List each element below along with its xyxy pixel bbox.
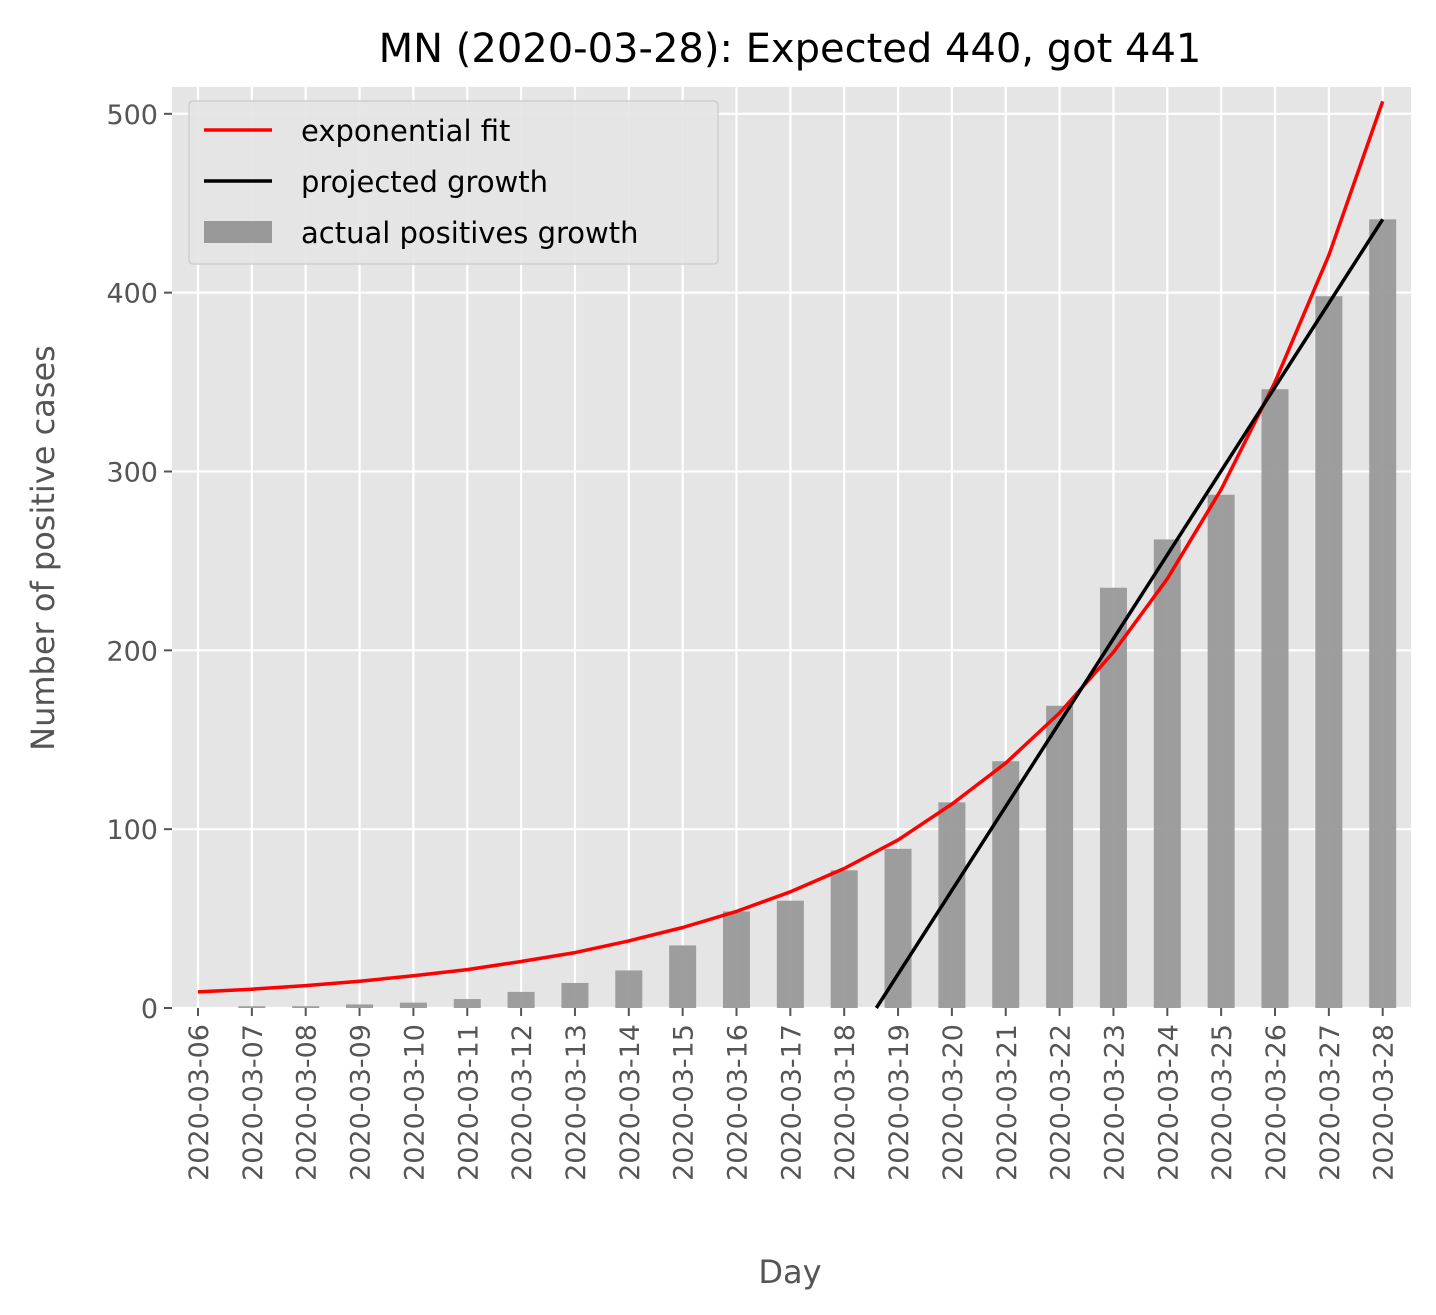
bar-actual-positives [884,848,912,1008]
y-tick-label: 400 [106,279,158,310]
x-axis-title: Day [758,1253,821,1291]
y-tick-label: 100 [106,815,158,846]
bar-actual-positives [292,1006,320,1008]
line-projected-growth [874,218,1385,1009]
bar-actual-positives [346,1004,374,1008]
x-tick-label: 2020-03-20 [938,1024,969,1181]
y-tick-label: 0 [141,994,158,1025]
bar-actual-positives [723,911,750,1008]
bar-actual-positives [992,761,1020,1008]
y-tick-label: 300 [106,457,158,488]
x-tick-label: 2020-03-19 [884,1024,915,1181]
bar-actual-positives [615,970,643,1008]
bar-actual-positives [453,999,481,1008]
bar-actual-positives [238,1006,266,1008]
legend-label-actual-positives: actual positives growth [301,216,639,250]
y-tick-label: 500 [106,100,158,131]
bar-actual-positives [1046,705,1074,1008]
bar-actual-positives [561,982,589,1008]
x-tick-label: 2020-03-12 [507,1024,538,1181]
x-tick-label: 2020-03-28 [1369,1024,1400,1181]
x-tick-label: 2020-03-27 [1315,1024,1346,1181]
x-tick-label: 2020-03-22 [1046,1024,1077,1181]
bar-actual-positives [1369,219,1397,1008]
legend-box [188,100,719,265]
bar-actual-positives [1099,587,1127,1008]
x-tick-label: 2020-03-08 [292,1024,323,1181]
x-tick-label: 2020-03-07 [238,1024,269,1181]
x-tick-label: 2020-03-26 [1261,1024,1292,1181]
x-tick-label: 2020-03-14 [615,1024,646,1181]
x-tick-label: 2020-03-11 [453,1024,484,1181]
x-tick-label: 2020-03-16 [723,1024,754,1181]
x-tick-label: 2020-03-06 [184,1024,215,1181]
x-tick-label: 2020-03-13 [561,1024,592,1181]
lines [197,100,1385,1009]
bar-actual-positives [399,1002,427,1008]
x-tick-label: 2020-03-17 [776,1024,807,1181]
y-axis-title: Number of positive cases [24,345,62,751]
legend-label-projected-growth: projected growth [301,165,548,199]
bar-actual-positives [1153,539,1181,1008]
chart-title: MN (2020-03-28): Expected 440, got 441 [379,26,1202,72]
x-tick-label: 2020-03-23 [1099,1024,1130,1181]
bar-actual-positives [1207,494,1235,1009]
bar-actual-positives [669,945,697,1008]
line-exponential-fit [197,100,1385,994]
x-tick-label: 2020-03-09 [346,1024,377,1181]
x-tick-label: 2020-03-15 [669,1024,700,1181]
x-tick-label: 2020-03-18 [830,1024,861,1181]
legend: exponential fit projected growth actual … [188,100,719,265]
axis-ticks: 0 100 200 300 400 500 2020-03-06 2020-03-07 2020… [106,100,1399,1181]
bar-actual-positives [776,900,804,1008]
x-tick-label: 2020-03-21 [992,1024,1023,1181]
x-tick-label: 2020-03-24 [1153,1024,1184,1181]
legend-label-exponential-fit: exponential fit [301,114,510,148]
x-tick-label: 2020-03-10 [399,1024,430,1181]
bar-actual-positives [830,870,858,1008]
x-tick-label: 2020-03-25 [1207,1024,1238,1181]
bar-actual-positives [1261,389,1289,1008]
legend-swatch-actual-positives [204,221,272,243]
y-tick-label: 200 [106,636,158,667]
bar-actual-positives [507,991,535,1008]
bars [238,219,1397,1009]
bar-actual-positives [1315,296,1343,1008]
